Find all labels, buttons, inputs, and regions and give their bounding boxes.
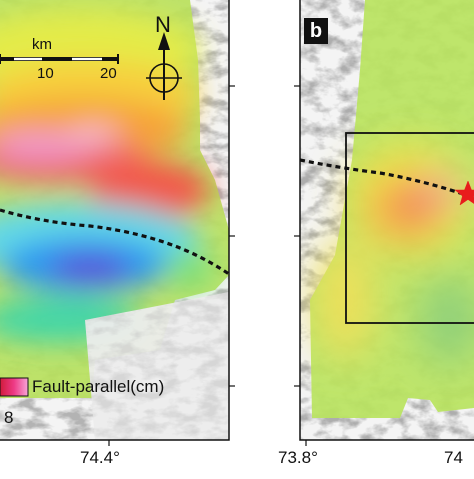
panel-a-map [0,0,229,440]
panel-b-displacement-field [310,0,474,418]
north-arrow-label: N [155,12,171,37]
panel-b-x-tick-label-0: 73.8° [278,448,318,467]
panel-b-label: b [304,18,328,44]
panel-a-fault-trace [0,208,229,276]
scale-bar-unit: km [32,36,52,53]
panel-b-x-tick-label-1: 74 [444,448,463,467]
legend-value: 8 [4,408,14,427]
north-arrow-icon [158,32,170,100]
epicenter-star-icon [454,180,474,206]
scale-bar-tick-10: 10 [37,65,54,82]
legend-colorbar [0,377,29,397]
scale-bar-tick-20: 20 [100,65,117,82]
panel-b-map [300,0,474,440]
compass-crosshair-icon [146,63,182,93]
panel-b-frame [299,0,474,441]
scale-bar [0,54,119,64]
panel-b-fault-trace [300,158,474,199]
legend-title: Fault-parallel(cm) [32,377,165,396]
panel-a-x-tick-label: 74.4° [80,448,120,467]
panel-a-frame [0,0,230,441]
panel-b-inset-box [345,132,474,324]
